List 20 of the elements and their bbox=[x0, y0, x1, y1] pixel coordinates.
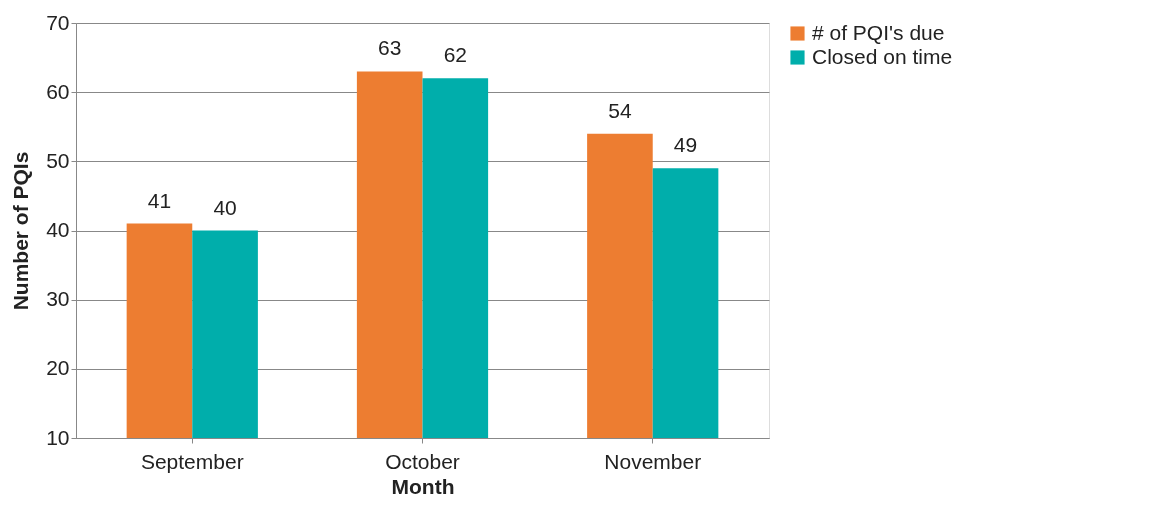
legend-label: # of PQI's due bbox=[812, 20, 945, 44]
data-label: 41 bbox=[147, 188, 172, 212]
x-tick-label: September bbox=[140, 449, 244, 473]
y-tick-label: 40 bbox=[46, 218, 70, 241]
y-tick-label: 30 bbox=[46, 287, 70, 311]
y-tick-label: 50 bbox=[46, 148, 70, 172]
y-tick-label: 10 bbox=[46, 425, 70, 449]
y-tick-label: 60 bbox=[46, 79, 70, 103]
data-label: 62 bbox=[443, 43, 467, 67]
data-label: 49 bbox=[673, 133, 698, 157]
legend-label: Closed on time bbox=[812, 44, 953, 68]
y-tick-label: 70 bbox=[46, 10, 70, 34]
y-axis-title: Number of PQIs bbox=[9, 151, 33, 311]
data-label: 40 bbox=[213, 195, 237, 219]
data-label: 54 bbox=[608, 98, 632, 122]
data-label: 63 bbox=[378, 36, 402, 60]
x-tick-label: November bbox=[604, 449, 702, 473]
x-tick-label: October bbox=[385, 449, 460, 473]
x-axis-title: Month bbox=[391, 474, 455, 498]
y-tick-label: 20 bbox=[46, 356, 70, 380]
